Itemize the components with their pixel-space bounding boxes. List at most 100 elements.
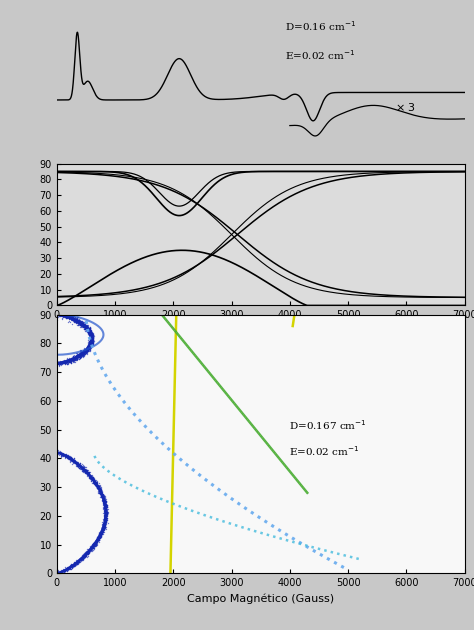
Point [95, 529, 102, 539]
Point [88, 472, 95, 483]
Point [74, 460, 82, 470]
Point [57, 447, 64, 457]
Point [82, 321, 90, 331]
Point [99, 491, 107, 501]
Point [81, 462, 89, 472]
Point [86, 344, 93, 354]
Point [86, 341, 94, 351]
Point [61, 358, 69, 369]
Point [98, 490, 105, 500]
Point [79, 348, 87, 358]
Point [100, 522, 108, 532]
Point [88, 542, 96, 553]
Point [79, 350, 87, 360]
Point [59, 312, 66, 322]
Point [101, 497, 109, 507]
Point [93, 481, 101, 491]
Point [94, 484, 102, 494]
Point [83, 346, 91, 356]
Point [87, 329, 94, 340]
Point [98, 488, 105, 498]
Point [100, 496, 108, 506]
Point [77, 352, 84, 362]
Point [84, 326, 92, 336]
Point [101, 515, 109, 525]
Point [94, 537, 101, 547]
Point [86, 341, 94, 351]
Point [95, 488, 103, 498]
Point [73, 457, 81, 467]
Point [100, 498, 108, 508]
Point [82, 467, 89, 478]
Point [82, 345, 90, 355]
Point [87, 543, 94, 553]
Point [78, 462, 86, 472]
Point [85, 327, 92, 337]
Point [87, 337, 95, 347]
Point [88, 335, 96, 345]
Point [81, 551, 89, 561]
Point [70, 313, 78, 323]
Point [99, 490, 107, 500]
Point [87, 544, 94, 554]
Point [75, 318, 82, 328]
Point [84, 547, 91, 557]
Point [89, 338, 97, 348]
Point [87, 338, 95, 348]
Point [89, 335, 96, 345]
Point [77, 318, 84, 328]
Point [88, 331, 96, 341]
Point [73, 319, 81, 329]
Point [100, 508, 107, 518]
Point [99, 520, 106, 530]
Point [64, 356, 72, 366]
Point [85, 343, 93, 353]
Point [78, 556, 86, 566]
Point [89, 340, 96, 350]
Point [87, 337, 94, 347]
Point [87, 335, 95, 345]
Point [64, 307, 72, 318]
Point [64, 566, 71, 576]
Point [89, 331, 96, 341]
Point [88, 473, 95, 483]
Point [83, 346, 91, 356]
Point [61, 357, 68, 367]
Point [82, 345, 90, 355]
Point [99, 493, 107, 503]
Point [76, 458, 84, 468]
Point [101, 507, 109, 517]
Point [88, 332, 95, 342]
Point [98, 519, 106, 529]
Point [64, 358, 71, 369]
Point [78, 459, 86, 469]
Point [92, 537, 100, 547]
Point [65, 316, 73, 326]
Point [92, 537, 100, 547]
Point [74, 320, 82, 330]
Point [77, 464, 84, 474]
Point [82, 346, 89, 356]
Point [84, 547, 91, 558]
Point [76, 349, 84, 359]
Point [71, 457, 78, 467]
Point [90, 333, 97, 343]
Point [62, 452, 69, 462]
Point [87, 331, 95, 341]
Point [87, 543, 94, 553]
Point [97, 484, 105, 495]
Point [89, 335, 96, 345]
Point [88, 337, 96, 347]
Point [81, 323, 89, 333]
Point [85, 549, 92, 559]
Point [82, 325, 90, 335]
Point [78, 351, 85, 361]
Point [86, 473, 94, 483]
Point [90, 333, 97, 343]
Point [73, 556, 81, 566]
Point [62, 450, 69, 460]
Point [54, 449, 62, 459]
Point [73, 350, 81, 360]
Point [101, 507, 109, 517]
Point [83, 322, 91, 332]
